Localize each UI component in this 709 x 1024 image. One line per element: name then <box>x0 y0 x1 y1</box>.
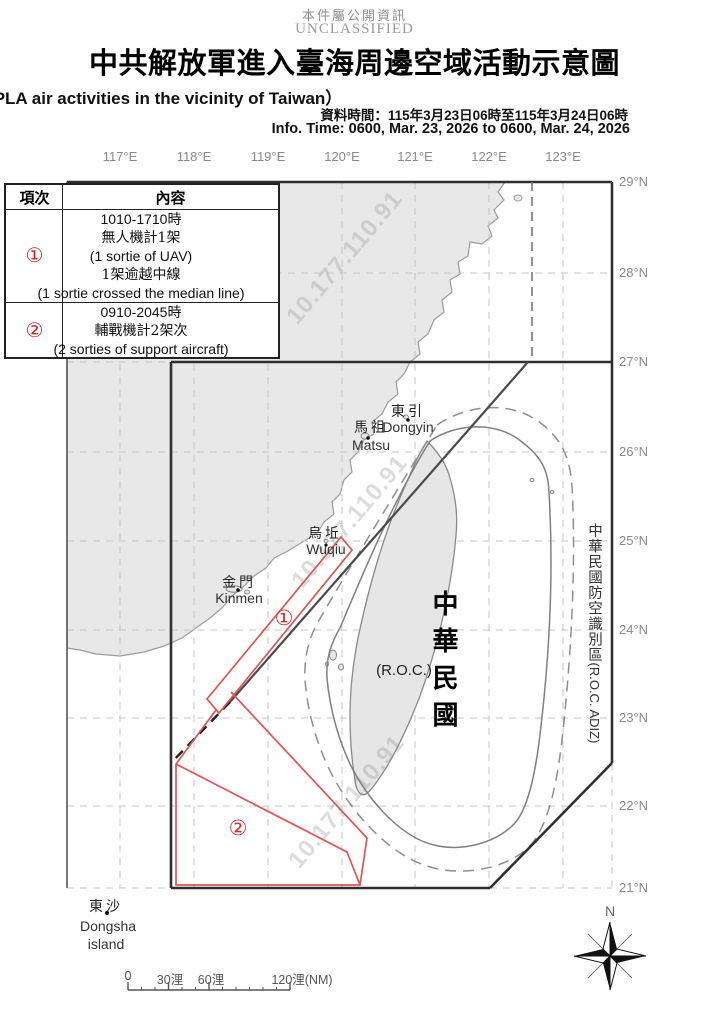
place-label-dongsha-en2: island <box>87 936 125 952</box>
row1-line3: (1 sortie of UAV) <box>89 248 193 265</box>
place-label-kinmen: 金門 <box>222 575 256 591</box>
info-time-en: Info. Time: 0600, Mar. 23, 2026 to 0600,… <box>271 121 630 137</box>
taiwan-island <box>349 439 458 796</box>
compass-north-label: N <box>604 903 616 919</box>
median-line-dashed-end <box>171 701 231 763</box>
route-1-label: ① <box>274 607 294 630</box>
contour-solid <box>326 426 552 849</box>
table-column-divider <box>62 185 63 357</box>
place-label-matsu: 馬祖 <box>354 420 388 436</box>
adiz-label-en: (R.O.C. ADIZ) <box>587 662 602 744</box>
lon-label: 117°E <box>102 149 138 164</box>
table-header-content: 內容 <box>155 189 186 207</box>
place-label-kinmen-en: Kinmen <box>215 590 263 606</box>
lon-label: 122°E <box>471 149 507 164</box>
compass-rose-icon <box>573 921 647 991</box>
row1-line4: 1架逾越中線 <box>101 266 181 283</box>
lat-label: 27°N <box>619 354 649 369</box>
table-header-divider <box>6 209 278 210</box>
median-line <box>229 361 529 703</box>
table-row1-content: 1010-1710時 無人機計1架 (1 sortie of UAV) 1架逾越… <box>0 210 321 303</box>
lon-label: 120°E <box>324 149 360 164</box>
place-label-wuqiu-en: Wuqiu <box>306 541 346 557</box>
table-header-no: 項次 <box>19 189 50 207</box>
classification-zh: 本件屬公開資訊 <box>301 9 407 24</box>
place-label-dongsha: 東沙 <box>89 899 123 915</box>
lat-label: 29°N <box>619 174 649 189</box>
page-subtitle: （PLA air activities in the vicinity of T… <box>0 89 343 108</box>
place-label-dongsha-en: Dongsha <box>79 918 137 934</box>
lat-label: 24°N <box>619 622 649 637</box>
adiz-label-zh: 中華民國防空識別區 <box>586 523 602 663</box>
lat-label: 26°N <box>619 444 649 459</box>
lon-label: 118°E <box>176 149 212 164</box>
place-label-dongyin: 東引 <box>391 404 425 420</box>
route-2-label: ② <box>228 817 248 840</box>
place-label-dongyin-en: Dongyin <box>382 419 434 435</box>
activity-table: 項次 內容 ① 1010-1710時 無人機計1架 (1 sortie of U… <box>4 183 280 359</box>
table-row2-number: ② <box>25 318 44 342</box>
lon-label: 119°E <box>250 149 286 164</box>
page-title: 中共解放軍進入臺海周邊空域活動示意圖 <box>88 46 620 80</box>
lat-label: 23°N <box>619 710 649 725</box>
table-row2-content: 0910-2045時 輔戰機計2架次 (2 sorties of support… <box>0 303 321 359</box>
lat-label: 28°N <box>619 265 649 280</box>
place-dots <box>105 418 410 915</box>
row2-line3: (2 sorties of support aircraft) <box>53 341 229 358</box>
scale-label-120: 120浬(NM) <box>271 973 333 987</box>
roc-label: 中華民國 <box>428 590 458 738</box>
row2-line2: 輔戰機計2架次 <box>94 322 188 339</box>
info-time-zh: 資料時間：115年3月23日06時至115年3月24日06時 <box>320 108 628 123</box>
lat-label: 21°N <box>619 880 649 895</box>
route-1-path <box>205 535 354 715</box>
scale-label-30: 30浬 <box>156 973 184 987</box>
route-2-path <box>175 691 368 886</box>
row1-line5: (1 sortie crossed the median line) <box>37 285 245 302</box>
row1-line2: 無人機計1架 <box>101 229 181 246</box>
roc-label-en: (R.O.C.) <box>376 662 432 679</box>
place-label-wuqiu: 烏坵 <box>308 526 342 542</box>
lat-label: 25°N <box>619 533 649 548</box>
row2-line1: 0910-2045時 <box>100 304 182 320</box>
adiz-side-label: 中華民國防空識別區(R.O.C. ADIZ) <box>583 523 605 803</box>
place-label-matsu-en: Matsu <box>351 437 391 453</box>
lat-label: 22°N <box>619 798 649 813</box>
row1-line1: 1010-1710時 <box>100 211 182 227</box>
scale-bar <box>127 982 291 991</box>
adiz-boundary <box>66 180 614 890</box>
table-row1-number: ① <box>25 243 44 267</box>
lon-label: 121°E <box>397 149 433 164</box>
scale-label-0: 0 <box>124 969 132 983</box>
lon-label: 123°E <box>545 149 581 164</box>
contour-dashed <box>304 406 575 872</box>
scale-label-60: 60浬 <box>197 973 225 987</box>
classification-en: UNCLASSIFIED <box>295 21 414 37</box>
table-row-divider <box>6 302 278 303</box>
